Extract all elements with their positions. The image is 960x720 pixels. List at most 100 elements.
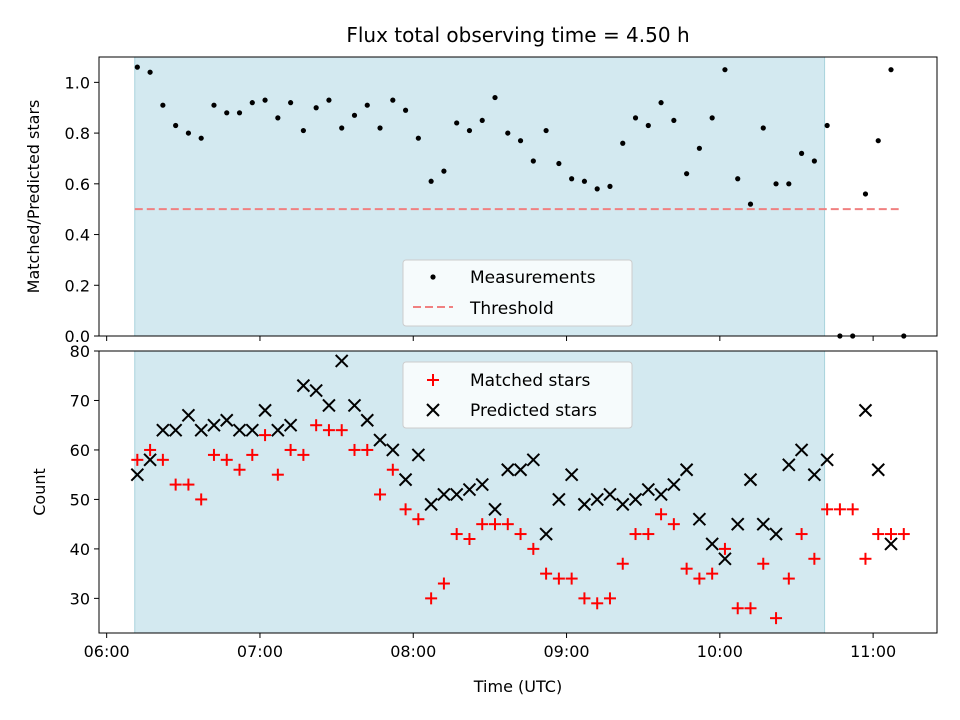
- measurement-point: [684, 171, 690, 177]
- predicted-star-point: [437, 487, 451, 502]
- matched-star-point: [642, 528, 655, 541]
- legend-label: Threshold: [469, 299, 554, 319]
- measurements-series: [134, 64, 907, 339]
- measurement-point: [198, 135, 204, 141]
- matched-star-point: [859, 552, 872, 565]
- matched-star-point: [246, 448, 259, 461]
- measurement-point: [479, 117, 485, 124]
- measurement-point: [773, 181, 779, 187]
- predicted-star-point: [552, 492, 566, 507]
- measurement-point: [569, 176, 575, 182]
- predicted-star-point: [296, 378, 311, 393]
- predicted-star-point: [871, 463, 885, 477]
- legend-marker-measurements: [430, 274, 436, 280]
- predicted-star-point: [309, 383, 323, 398]
- predicted-star-point: [449, 487, 464, 502]
- y-tick-label: 80: [70, 342, 90, 361]
- measurement-point: [875, 138, 881, 144]
- matched-star-point: [156, 453, 169, 466]
- measurement-point: [249, 100, 255, 106]
- measurement-point: [402, 107, 409, 113]
- matched-star-point: [169, 478, 182, 491]
- predicted-star-point: [667, 477, 681, 492]
- predicted-star-point: [271, 423, 285, 437]
- x-tick-label: 06:00: [84, 642, 130, 661]
- top-axes-frame: [98, 56, 938, 337]
- matched-star-point: [450, 528, 463, 541]
- matched-star-point: [795, 528, 808, 541]
- predicted-star-point: [232, 423, 247, 437]
- predicted-star-point: [539, 527, 553, 541]
- predicted-star-point: [884, 537, 898, 551]
- predicted-star-point: [220, 413, 234, 427]
- measurement-point: [173, 122, 179, 129]
- matched-star-point: [552, 572, 565, 585]
- matched-star-point: [706, 567, 719, 580]
- measurement-point: [543, 127, 549, 134]
- matched-star-point: [667, 518, 680, 531]
- measurement-point: [658, 100, 664, 106]
- measurement-point: [262, 97, 268, 103]
- measurement-point: [786, 181, 792, 187]
- y-tick-label: 30: [70, 589, 90, 608]
- predicted-star-point: [628, 492, 643, 507]
- y-tick-label: 60: [70, 441, 90, 460]
- measurement-point: [760, 125, 766, 131]
- matched-star-point: [361, 443, 374, 456]
- top-panel: 0.0 0.2 0.4 0.6 0.8 1.0 Matched/Predicted sta…: [24, 56, 938, 346]
- x-tick-label: 11:00: [850, 642, 896, 661]
- predicted-star-point: [194, 423, 208, 437]
- measurement-point: [236, 110, 243, 116]
- measurement-point: [147, 69, 153, 75]
- matched-star-point: [885, 528, 898, 541]
- predicted-star-point: [743, 472, 758, 487]
- matched-star-point: [782, 572, 795, 585]
- predicted-star-point: [258, 403, 272, 418]
- legend-label: Measurements: [470, 268, 596, 288]
- matched-star-point: [489, 518, 502, 531]
- matched-star-point: [322, 424, 335, 437]
- predicted-star-point: [168, 423, 183, 437]
- predicted-star-point: [577, 497, 592, 512]
- predicted-star-point: [245, 423, 259, 437]
- top-y-axis-label: Matched/Predicted stars: [24, 100, 43, 294]
- matched-star-point: [259, 429, 272, 442]
- matched-star-point: [463, 533, 476, 545]
- matched-star-point: [144, 443, 157, 456]
- measurement-point: [581, 178, 588, 184]
- matched-star-point: [425, 592, 438, 605]
- matched-star-point: [374, 488, 387, 501]
- predicted-star-point: [654, 487, 668, 502]
- predicted-star-point: [360, 413, 374, 427]
- matched-star-point: [220, 453, 233, 466]
- measurement-point: [696, 145, 702, 151]
- predicted-star-point: [181, 408, 196, 423]
- measurement-point: [530, 158, 536, 164]
- measurement-point: [364, 102, 370, 108]
- predicted-star-point: [705, 537, 719, 551]
- bottom-axes-frame: [98, 350, 938, 634]
- matched-star-point: [131, 453, 144, 466]
- predicted-star-point: [858, 403, 873, 418]
- predicted-star-point: [603, 487, 617, 502]
- predicted-star-point: [411, 448, 426, 462]
- matched-star-point: [821, 503, 834, 516]
- matched-star-point: [897, 528, 910, 541]
- matched-star-point: [271, 468, 284, 481]
- matched-star-point: [348, 443, 361, 456]
- measurement-point: [160, 102, 166, 108]
- matched-star-point: [386, 463, 399, 476]
- top-legend: Measurements Threshold: [402, 259, 633, 327]
- measurement-point: [454, 120, 460, 126]
- x-tick-label: 09:00: [543, 642, 589, 661]
- predicted-star-point: [130, 467, 145, 482]
- predicted-star-point: [156, 423, 170, 437]
- measurement-point: [339, 125, 345, 131]
- bottom-y-axis: 30 40 50 60 70 80: [70, 342, 99, 608]
- predicted-star-point: [564, 467, 579, 482]
- matched-star-point: [872, 528, 885, 541]
- predicted-star-point: [475, 477, 489, 492]
- measurement-point: [632, 115, 639, 121]
- measurement-point: [620, 140, 626, 146]
